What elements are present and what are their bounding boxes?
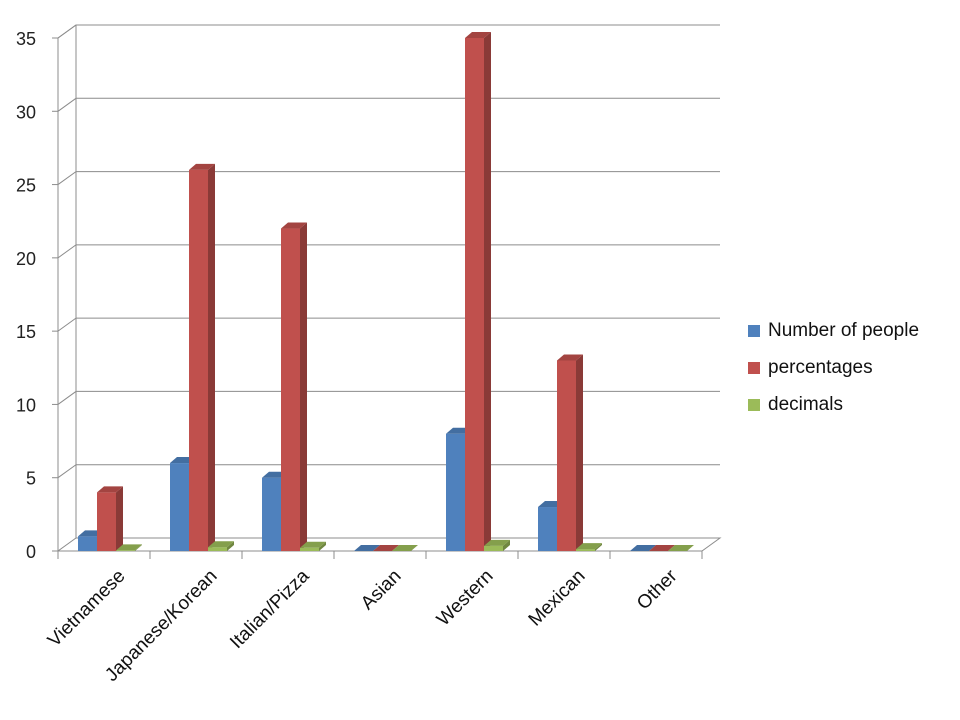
gridline (57, 390, 720, 405)
bar-side (135, 544, 142, 551)
bar (484, 539, 510, 551)
legend-item-decimals: decimals (748, 386, 919, 423)
legend-swatch (748, 324, 760, 337)
y-tick-label: 15 (16, 322, 36, 342)
bar-side (319, 541, 326, 551)
gridline (57, 317, 720, 332)
gridline (57, 464, 720, 479)
bar-side (208, 163, 215, 551)
legend-label: percentages (768, 356, 873, 378)
bar-front (208, 547, 227, 551)
bar (300, 541, 326, 551)
bar (668, 545, 694, 551)
bar (189, 163, 215, 551)
bar-top (97, 486, 123, 493)
bar-top (557, 354, 583, 361)
bar-top (300, 541, 326, 548)
y-tick-label: 5 (26, 469, 36, 489)
x-category-label: Mexican (525, 566, 590, 631)
bar-front (78, 536, 97, 551)
bar-front (116, 550, 135, 551)
bar (392, 545, 418, 551)
gridline (57, 244, 720, 259)
x-category-label: Asian (357, 566, 405, 614)
y-tick-label: 30 (16, 102, 36, 122)
bar-front (538, 507, 557, 551)
bar-top (373, 545, 399, 551)
bar-top (189, 163, 215, 170)
bar-side (227, 541, 234, 551)
legend-item-number-of-people: Number of people (748, 312, 919, 349)
bar-front (97, 492, 116, 551)
y-axis-ticks: 0 5 10 15 20 25 30 35 (16, 29, 58, 562)
y-tick-label: 0 (26, 542, 36, 562)
bar-top (392, 545, 418, 551)
bar (281, 222, 307, 552)
bar-front (189, 169, 208, 551)
bar-side (576, 354, 583, 551)
bar (649, 545, 675, 551)
bar-front (300, 547, 319, 551)
bar-front (465, 38, 484, 551)
bar-top (668, 545, 694, 551)
bar-top (465, 32, 491, 38)
bar-front (484, 545, 503, 551)
bar-front (557, 360, 576, 551)
bar (208, 541, 234, 551)
legend-swatch (748, 398, 760, 411)
bar (116, 544, 142, 551)
legend-label: Number of people (768, 319, 920, 341)
bar-side (503, 539, 510, 551)
bar-front (446, 433, 465, 551)
bar-top (576, 543, 602, 550)
gridline (57, 171, 720, 185)
bar-side (116, 486, 123, 551)
x-category-label: Other (633, 565, 682, 614)
left-wall-edge (57, 24, 77, 551)
bar-front (262, 477, 281, 551)
bar (373, 545, 399, 551)
y-tick-label: 10 (16, 395, 36, 415)
bar (576, 543, 602, 551)
bar-top (649, 545, 675, 551)
bar (465, 32, 491, 551)
bar (97, 486, 123, 551)
bar-side (484, 32, 491, 551)
bar (630, 545, 656, 551)
x-category-label: Vietnamese (44, 566, 130, 652)
bar-top (281, 222, 307, 229)
bar-top (484, 539, 510, 546)
y-tick-label: 20 (16, 249, 36, 269)
legend: Number of people percentages decimals (748, 312, 919, 423)
bar-front (576, 549, 595, 551)
bar-top (354, 545, 380, 551)
bar-side (595, 543, 602, 551)
x-category-label: Western (433, 566, 498, 631)
gridlines (57, 24, 720, 479)
chart-walls (56, 24, 722, 552)
bar (354, 545, 380, 551)
y-tick-label: 35 (16, 29, 36, 49)
legend-label: decimals (768, 393, 843, 415)
legend-swatch (748, 361, 760, 374)
bar-top (208, 541, 234, 548)
legend-item-percentages: percentages (748, 349, 919, 386)
bar-top (116, 544, 142, 551)
bars (78, 32, 694, 552)
bar-top (630, 545, 656, 551)
bar (557, 354, 583, 551)
x-category-label: Italian/Pizza (226, 565, 314, 653)
gridline (57, 24, 720, 39)
bar-front (281, 228, 300, 552)
gridline (57, 97, 720, 112)
bar-side (300, 222, 307, 552)
y-tick-label: 25 (16, 176, 36, 196)
bar-front (170, 463, 189, 551)
